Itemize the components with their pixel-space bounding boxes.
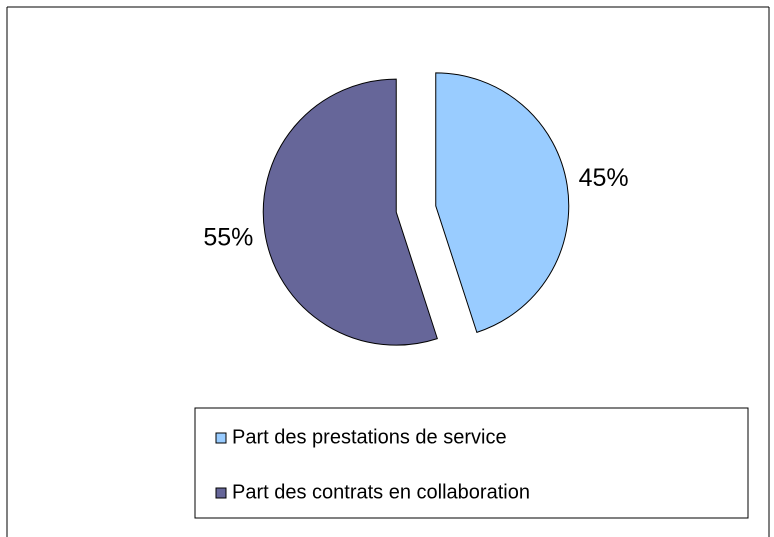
- legend-swatch: [215, 432, 227, 444]
- legend-label: Part des prestations de service: [232, 426, 507, 448]
- pie-slice: [262, 78, 438, 346]
- data-label: 45%: [579, 164, 629, 192]
- pie-slice: [435, 72, 570, 333]
- data-label: 55%: [203, 223, 253, 251]
- legend-swatch: [215, 487, 227, 499]
- legend-label: Part des contrats en collaboration: [232, 481, 530, 503]
- legend-box: [194, 407, 749, 519]
